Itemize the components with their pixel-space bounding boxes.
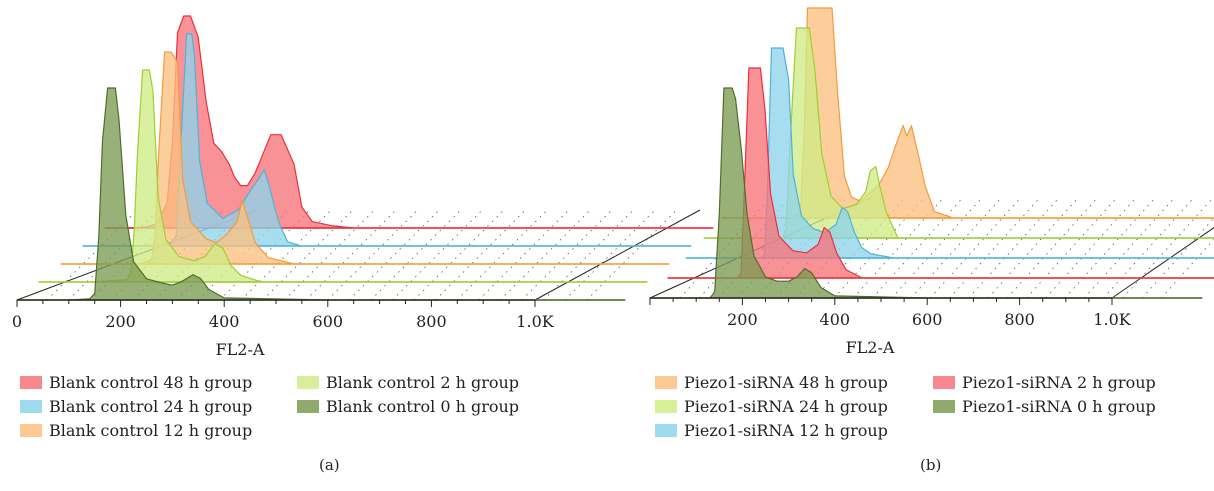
series-blank-control-0-h-group: [16, 87, 626, 301]
x-tick-label: 200: [727, 310, 758, 329]
plane-grid-line: [1006, 197, 1098, 299]
plane-grid-line: [929, 197, 1021, 299]
plane-grid-line: [1045, 197, 1137, 299]
plane-grid-line: [987, 197, 1079, 299]
plane-grid-line: [521, 209, 613, 301]
x-tick-label: 800: [1004, 310, 1035, 329]
legend-item-blank-control-0-h-group: Blank control 0 h group: [297, 397, 519, 416]
plane-grid-line: [435, 209, 526, 301]
legend-item-blank-control-48-h-group: Blank control 48 h group: [20, 373, 252, 392]
legend-swatch: [933, 376, 955, 389]
depth-axis-right: [1111, 227, 1214, 299]
x-tick-label: 600: [313, 312, 344, 331]
legend-item-piezo1-sirna-24-h-group: Piezo1-siRNA 24 h group: [655, 397, 888, 416]
legend-label: Piezo1-siRNA 12 h group: [684, 421, 888, 440]
legend-item-piezo1-sirna-48-h-group: Piezo1-siRNA 48 h group: [655, 373, 888, 392]
panel-b-chart: 200 400 600 800 1.0K FL2-A Piezo1-siRNA 48 h g…: [649, 7, 1214, 440]
plane-grid-line: [370, 209, 462, 301]
plane-grid-line: [1064, 197, 1156, 299]
plane-grid-line: [392, 209, 483, 301]
legend-label: Blank control 2 h group: [326, 373, 519, 392]
legend-label: Piezo1-siRNA 48 h group: [684, 373, 888, 392]
legend-item-piezo1-sirna-12-h-group: Piezo1-siRNA 12 h group: [655, 421, 888, 440]
x-tick-label: 400: [209, 312, 240, 331]
plane-grid-line: [1026, 197, 1117, 299]
legend-label: Blank control 48 h group: [49, 373, 252, 392]
plane-grid-line: [413, 209, 505, 301]
legend-item-blank-control-12-h-group: Blank control 12 h group: [20, 421, 252, 440]
legend-item-blank-control-2-h-group: Blank control 2 h group: [297, 373, 519, 392]
x-tick-label: 800: [416, 312, 447, 331]
x-tick-label: 400: [820, 310, 851, 329]
series-area-blank-control-0-h-group: [16, 87, 626, 301]
plane-grid-line: [586, 209, 677, 301]
plane-grid-line: [949, 197, 1040, 299]
plane-grid-line: [564, 209, 656, 301]
legend-label: Blank control 0 h group: [326, 397, 519, 416]
legend-label: Piezo1-siRNA 24 h group: [684, 397, 888, 416]
x-axis-title: FL2-A: [216, 340, 265, 359]
plane-grid-line: [1160, 238, 1214, 299]
plane-grid-line: [456, 209, 548, 301]
plane-grid-line: [348, 209, 440, 301]
panel-b-label: (b): [920, 456, 942, 474]
legend-swatch: [655, 424, 677, 437]
plane-grid-line: [1083, 197, 1175, 299]
legend-label: Piezo1-siRNA 0 h group: [962, 397, 1156, 416]
legend-swatch: [933, 400, 955, 413]
panel-a-label: (a): [319, 456, 340, 474]
legend-label: Blank control 24 h group: [49, 397, 252, 416]
legend-swatch: [297, 376, 319, 389]
plane-grid-line: [1103, 197, 1194, 299]
x-tick-label: 0: [12, 312, 22, 331]
legend-label: Blank control 12 h group: [49, 421, 252, 440]
plane-grid-line: [1141, 217, 1214, 299]
x-tick-label: 1.0K: [516, 312, 554, 331]
plane-grid-line: [543, 209, 634, 301]
panel-a-chart: 0 200 400 600 800 1.0K FL2-A Blank control 48 h…: [12, 15, 714, 440]
legend-label: Piezo1-siRNA 2 h group: [962, 373, 1156, 392]
legend-swatch: [20, 424, 42, 437]
plane-grid-line: [478, 209, 569, 301]
depth-axis-right: [534, 209, 701, 301]
plane-grid-line: [1122, 197, 1214, 299]
legend-swatch: [655, 400, 677, 413]
legend-item-blank-control-24-h-group: Blank control 24 h group: [20, 397, 252, 416]
legend-swatch: [655, 376, 677, 389]
x-tick-label: 200: [105, 312, 136, 331]
x-axis-title: FL2-A: [846, 338, 895, 357]
legend-swatch: [20, 400, 42, 413]
legend-swatch: [297, 400, 319, 413]
legend-item-piezo1-sirna-2-h-group: Piezo1-siRNA 2 h group: [933, 373, 1156, 392]
plane-grid-line: [327, 209, 418, 301]
x-tick-label: 600: [912, 310, 943, 329]
plane-grid-line: [499, 209, 591, 301]
x-tick-label: 1.0K: [1093, 310, 1131, 329]
legend-swatch: [20, 376, 42, 389]
plane-grid-line: [968, 197, 1060, 299]
legend-item-piezo1-sirna-0-h-group: Piezo1-siRNA 0 h group: [933, 397, 1156, 416]
